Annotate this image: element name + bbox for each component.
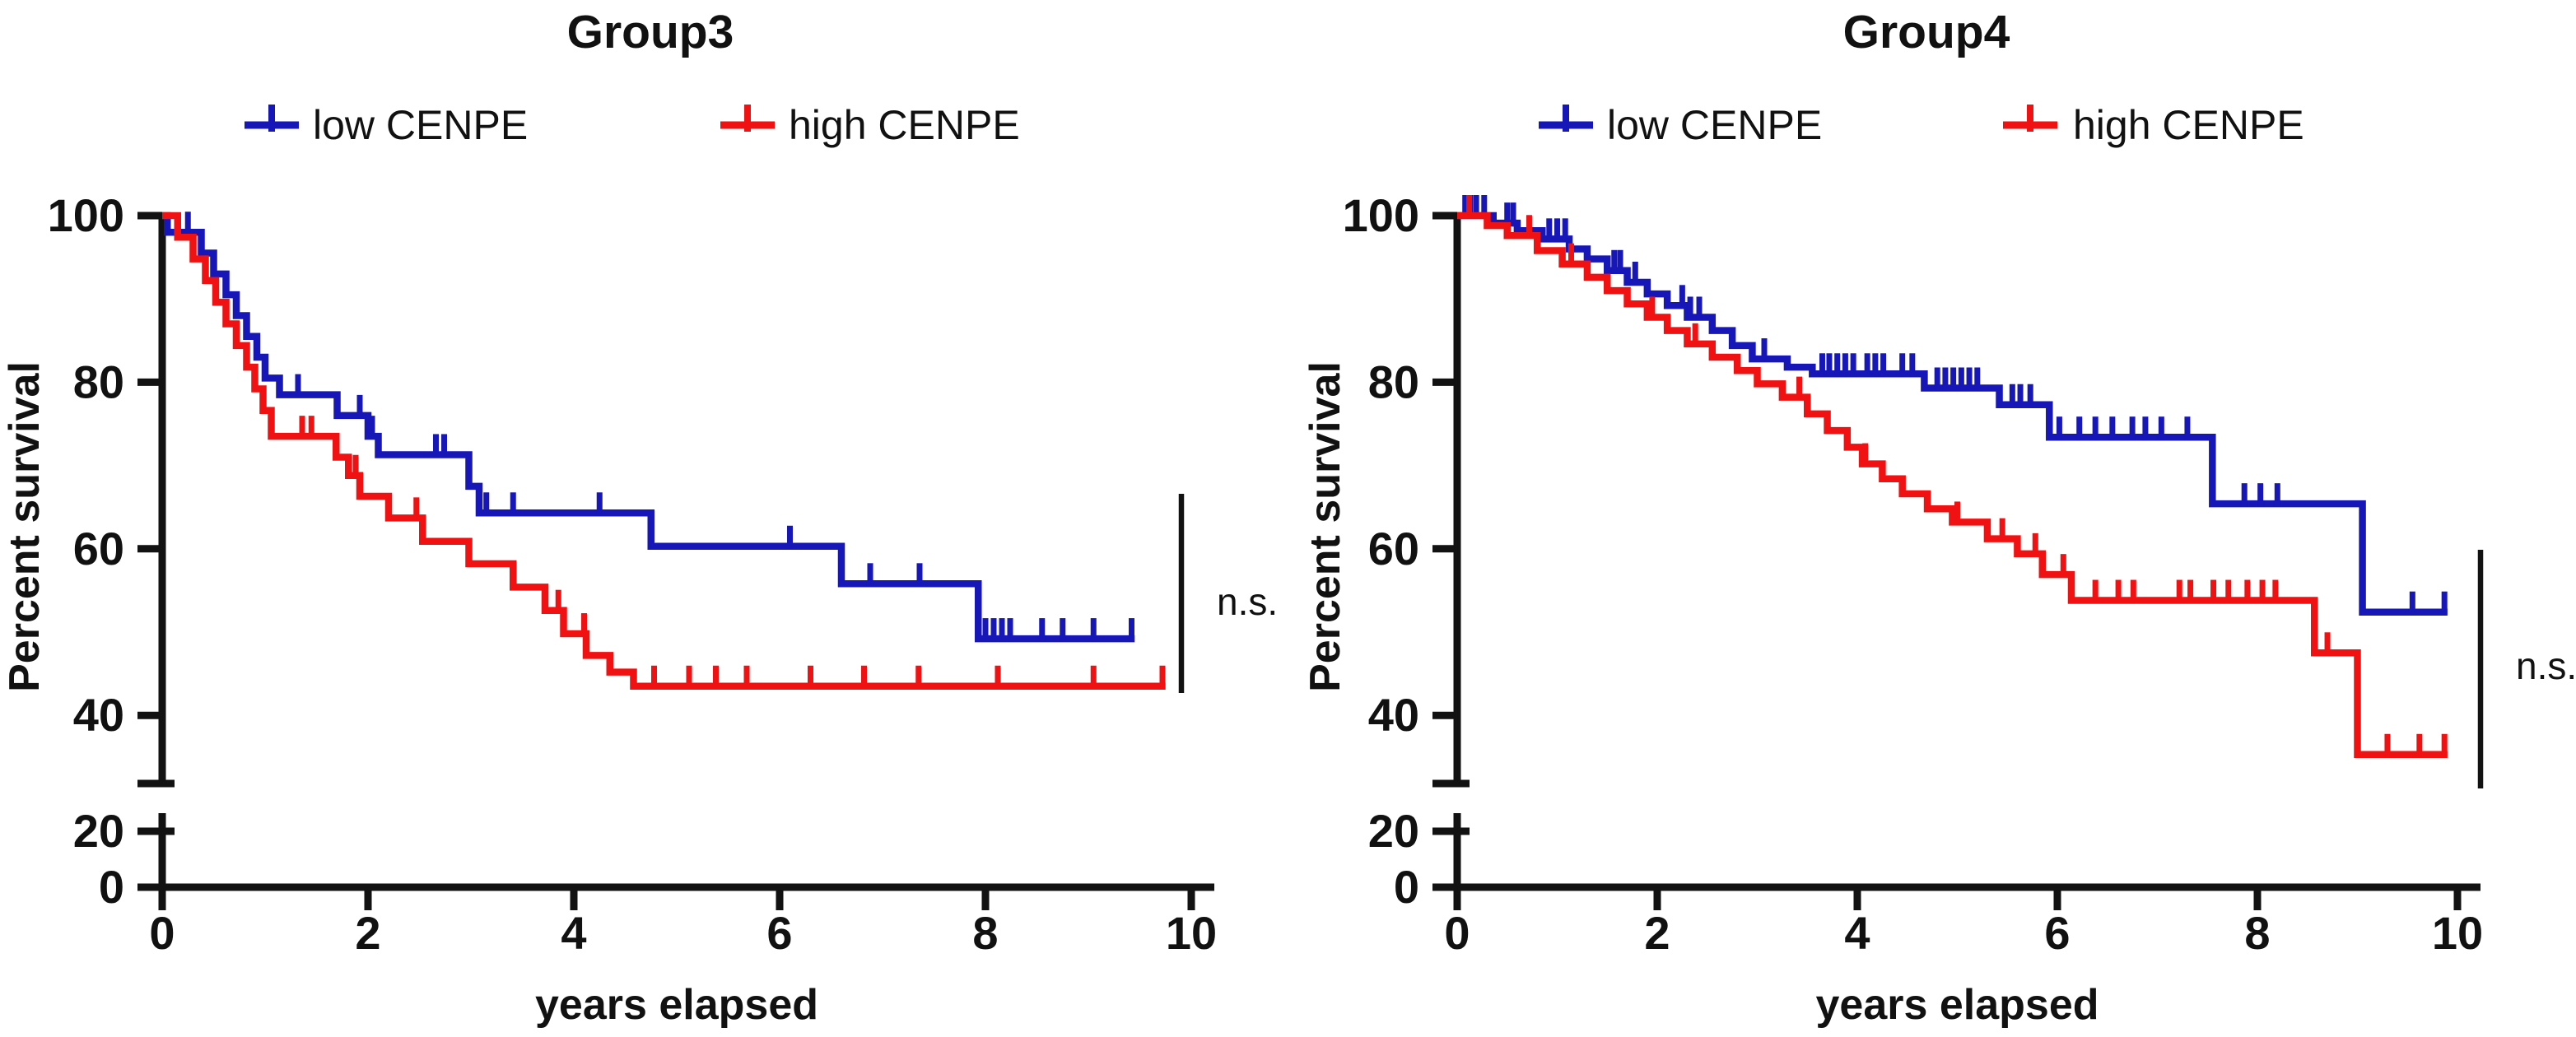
y-tick-label: 80 <box>1368 356 1419 407</box>
y-tick-label: 40 <box>1368 689 1419 741</box>
series-low CENPE <box>1457 195 2448 616</box>
x-tick-label: 6 <box>766 907 792 959</box>
x-tick-label: 8 <box>972 907 998 959</box>
plot-title: Group4 <box>1843 6 2010 58</box>
x-tick-label: 4 <box>1844 907 1870 959</box>
plot-title: Group3 <box>567 6 734 58</box>
y-tick-label: 60 <box>73 523 124 574</box>
legend-label: low CENPE <box>1607 102 1822 148</box>
y-tick-label: 20 <box>1368 805 1419 857</box>
x-tick-label: 10 <box>1166 907 1217 959</box>
x-axis-label: years elapsed <box>1815 981 2099 1029</box>
legend-item-low CENPE: low CENPE <box>1539 102 1822 148</box>
legend-label: high CENPE <box>2073 102 2304 148</box>
x-tick-label: 0 <box>1444 907 1470 959</box>
x-tick-label: 6 <box>2044 907 2070 959</box>
legend-item-high CENPE: high CENPE <box>2003 102 2304 148</box>
y-axis-label: Percent survival <box>1302 361 1349 692</box>
legend-label: high CENPE <box>789 102 1020 148</box>
series-low CENPE <box>162 212 1135 643</box>
x-tick-label: 2 <box>1644 907 1670 959</box>
series-high CENPE <box>1457 195 2448 759</box>
y-tick-label: 20 <box>73 805 124 857</box>
km-curve-low CENPE <box>162 212 1135 643</box>
y-tick-label: 40 <box>73 689 124 741</box>
x-tick-label: 4 <box>561 907 586 959</box>
legend-item-high CENPE: high CENPE <box>720 102 1020 148</box>
y-tick-label: 0 <box>1394 861 1419 913</box>
y-tick-label: 0 <box>99 861 124 913</box>
series-high CENPE <box>162 212 1166 691</box>
x-tick-label: 2 <box>355 907 380 959</box>
x-tick-label: 0 <box>149 907 175 959</box>
km-curve-high CENPE <box>162 212 1166 691</box>
x-tick-label: 8 <box>2244 907 2270 959</box>
km-curve-high CENPE <box>1457 212 2448 759</box>
y-tick-label: 100 <box>48 189 124 241</box>
y-tick-label: 60 <box>1368 523 1419 574</box>
ns-label: n.s. <box>1217 580 1278 623</box>
y-tick-label: 80 <box>73 356 124 407</box>
x-tick-label: 10 <box>2432 907 2483 959</box>
y-axis-label: Percent survival <box>1 361 49 692</box>
y-tick-label: 100 <box>1343 189 1419 241</box>
ns-label: n.s. <box>2516 644 2576 687</box>
x-axis-label: years elapsed <box>535 981 818 1029</box>
legend-label: low CENPE <box>313 102 528 148</box>
legend-item-low CENPE: low CENPE <box>245 102 528 148</box>
